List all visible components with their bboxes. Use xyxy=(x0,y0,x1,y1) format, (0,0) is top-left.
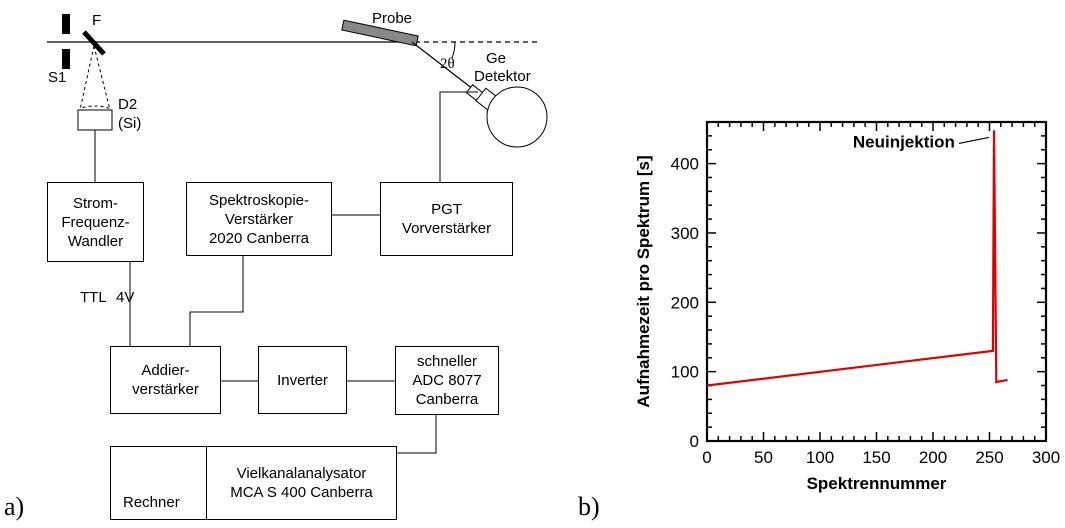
x-tick-label: 300 xyxy=(1032,448,1060,467)
probe-label: Probe xyxy=(372,10,413,27)
two-theta-label: 2θ xyxy=(440,56,455,72)
spektroskopie-verstaerker-box: Spektroskopie- Verstärker 2020 Canberra xyxy=(186,182,332,256)
rechner-label: Rechner xyxy=(123,494,180,511)
spektro-to-addier xyxy=(189,256,244,346)
mca-divider xyxy=(206,446,207,520)
pgt-vorverstaerker-box: PGT Vorverstärker xyxy=(380,182,513,256)
foil-f xyxy=(82,30,106,56)
detektor-label: Detektor xyxy=(474,68,531,85)
x-tick-label: 50 xyxy=(754,448,773,467)
x-tick-label: 0 xyxy=(702,448,711,467)
cone-left xyxy=(79,45,95,111)
x-axis-label: Spektrennummer xyxy=(807,474,947,493)
ge-to-pgt xyxy=(439,91,478,182)
4v-label: 4V xyxy=(116,289,135,306)
panel-a-label: a) xyxy=(4,492,25,521)
mca-line-2: MCA S 400 Canberra xyxy=(230,484,373,501)
y-tick-label: 400 xyxy=(671,155,699,174)
addier-line-2: verstärker xyxy=(132,381,199,398)
adc-box: schneller ADC 8077 Canberra xyxy=(395,346,499,415)
spektro-line-1: Spektroskopie- xyxy=(208,191,310,209)
series-line xyxy=(706,130,1008,387)
slit-s1-upper xyxy=(62,14,70,34)
adc-line-2: ADC 8077 xyxy=(412,372,482,389)
y-tick-label: 100 xyxy=(671,363,699,382)
x-tick-label: 200 xyxy=(919,448,947,467)
probe-sample xyxy=(341,19,419,47)
ge-label: Ge xyxy=(486,50,507,67)
y-tick-label: 200 xyxy=(671,293,699,312)
two-theta-arc xyxy=(451,41,456,59)
ttl-label: TTL xyxy=(80,289,107,306)
y-tick-label: 300 xyxy=(671,224,699,243)
strom-line-2: Frequenz- xyxy=(61,213,130,231)
si-label: (Si) xyxy=(118,115,142,132)
pgt-line-1: PGT xyxy=(431,201,462,218)
adc-to-mca xyxy=(397,415,437,454)
x-tick-label: 150 xyxy=(862,448,890,467)
adc-line-1: schneller xyxy=(416,353,478,370)
inverter-box: Inverter xyxy=(258,346,347,414)
pgt-line-2: Vorverstärker xyxy=(401,220,492,237)
dewar-circle xyxy=(486,86,548,148)
x-tick-label: 250 xyxy=(975,448,1003,467)
d2-label: D2 xyxy=(118,96,138,113)
x-tick-label: 100 xyxy=(806,448,834,467)
addierverstaerker-box: Addier- verstärker xyxy=(110,346,221,414)
annotation-pointer xyxy=(958,136,990,145)
spektro-line-2: Verstärker xyxy=(224,210,294,228)
addier-line-1: Addier- xyxy=(141,362,190,379)
annotation-neuinjektion: Neuinjektion xyxy=(853,132,955,151)
panel-b-label: b) xyxy=(578,492,600,521)
mca-text: Vielkanalanalysator MCA S 400 Canberra xyxy=(207,447,396,519)
slit-s1-lower xyxy=(62,49,70,69)
y-axis-label: Aufnahmezeit pro Spektrum [s] xyxy=(634,155,653,407)
mca-outer-box xyxy=(110,446,397,520)
inverter-text: Inverter xyxy=(277,371,328,389)
cone-right xyxy=(93,45,111,111)
s1-label: S1 xyxy=(48,69,67,86)
spektro-line-3: 2020 Canberra xyxy=(208,229,310,247)
strom-line-1: Strom- xyxy=(73,194,118,212)
strom-line-3: Wandler xyxy=(67,232,124,250)
y-tick-label: 0 xyxy=(690,432,699,451)
adc-line-3: Canberra xyxy=(415,391,479,408)
mca-line-1: Vielkanalanalysator xyxy=(236,465,367,482)
strom-frequenz-wandler-box: Strom- Frequenz- Wandler xyxy=(47,182,144,262)
f-label: F xyxy=(92,12,102,29)
